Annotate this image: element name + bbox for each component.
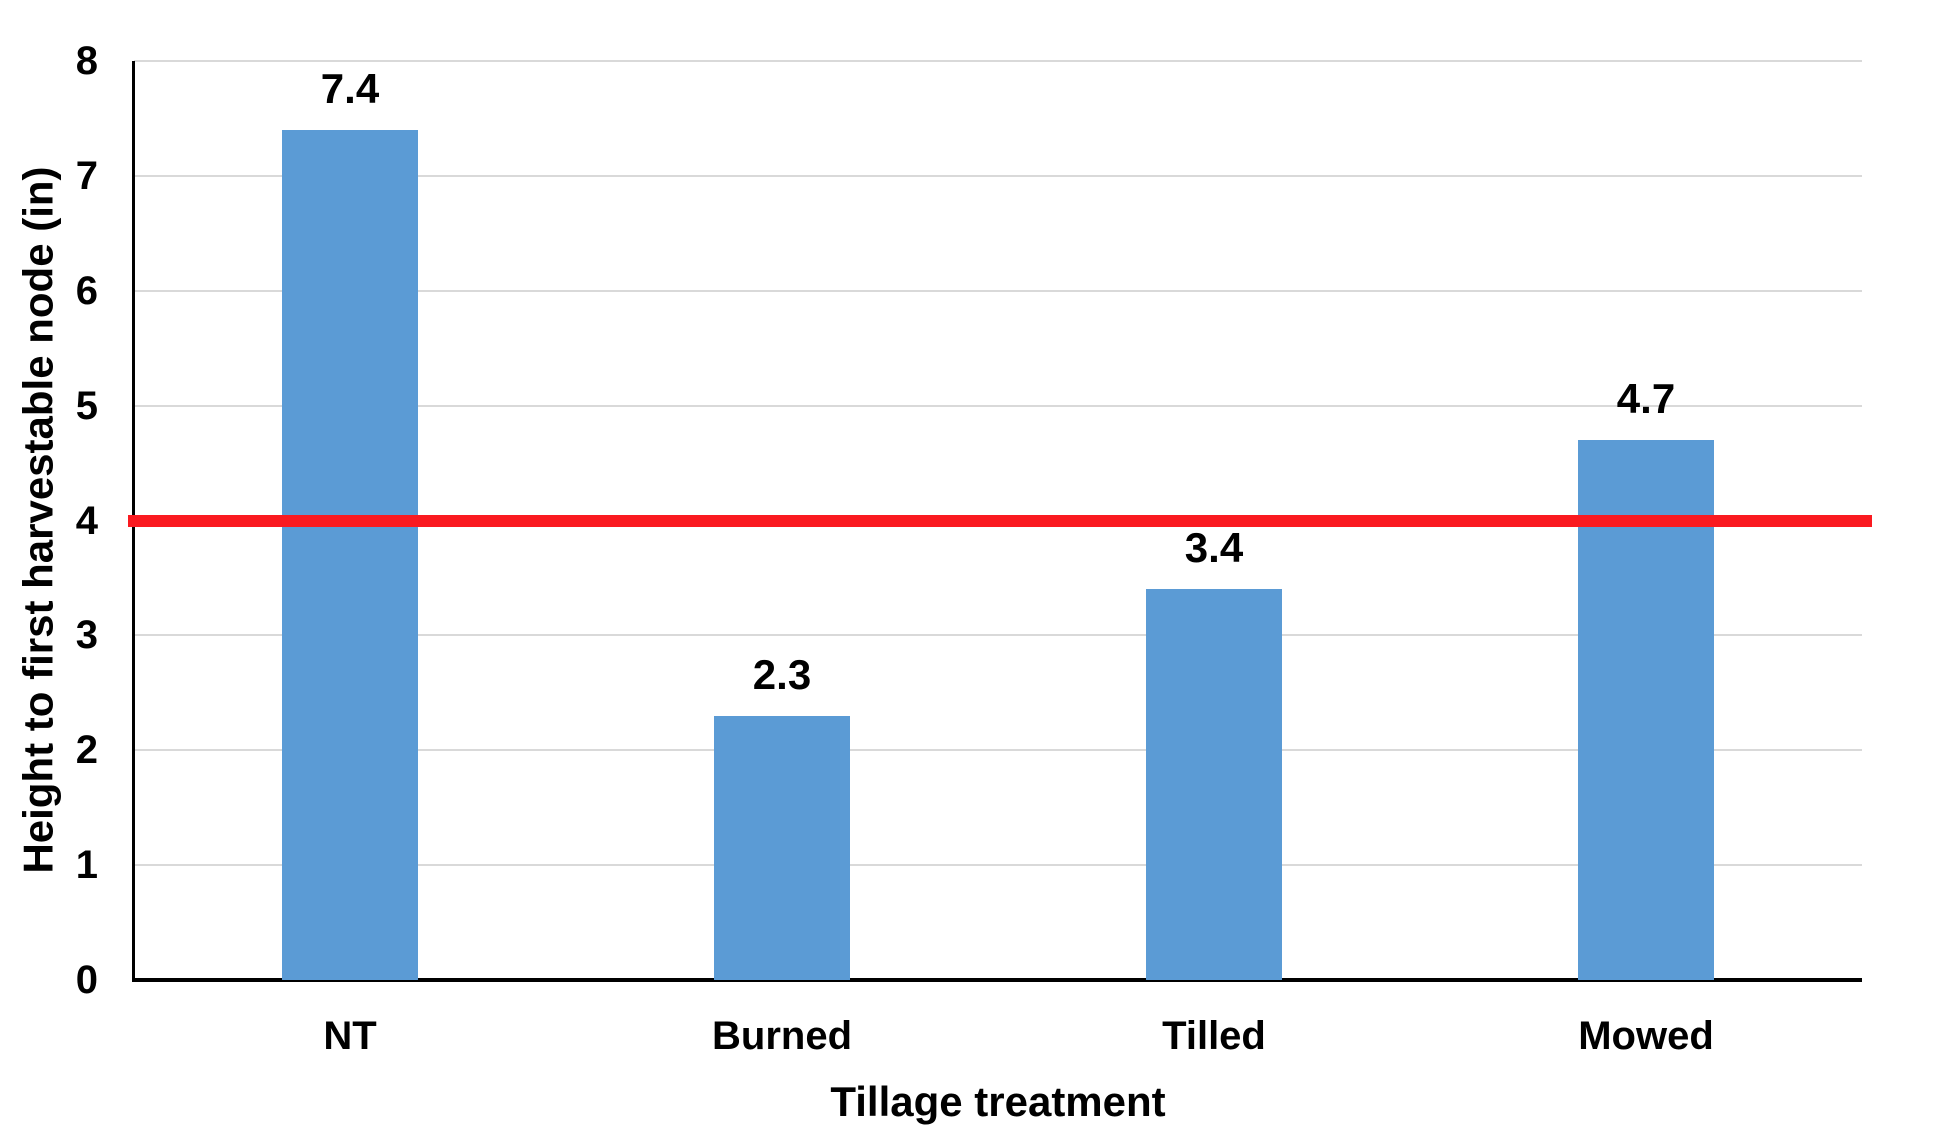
gridline: [134, 864, 1862, 867]
x-axis-line: [132, 978, 1862, 982]
y-tick-label: 1: [75, 843, 98, 888]
category-label: NT: [323, 1014, 377, 1058]
y-tick-label: 5: [75, 383, 98, 428]
bar: [1146, 589, 1282, 980]
y-tick-label: 8: [75, 39, 98, 83]
bar-value-label: 4.7: [1616, 375, 1676, 423]
y-tick-label: 3: [75, 613, 98, 658]
bar: [1578, 440, 1714, 980]
category-label: Mowed: [1578, 1014, 1714, 1058]
x-axis-title: Tillage treatment: [830, 1078, 1166, 1125]
bar-value-label: 7.4: [320, 64, 380, 112]
bar: [282, 129, 418, 980]
reference-line: [128, 514, 1872, 527]
y-tick-label: 0: [75, 958, 98, 1002]
category-label: Tilled: [1162, 1014, 1266, 1058]
gridline: [134, 749, 1862, 752]
bar: [714, 715, 850, 980]
y-tick-label: 7: [75, 153, 98, 198]
y-tick-label: 2: [75, 728, 98, 773]
gridline: [134, 60, 1862, 62]
y-tick-label: 6: [75, 268, 98, 313]
gridline: [134, 289, 1862, 292]
gridline: [134, 634, 1862, 637]
bar-value-label: 2.3: [752, 650, 812, 698]
gridline: [134, 404, 1862, 407]
gridline: [134, 174, 1862, 177]
y-tick-label: 4: [75, 498, 98, 543]
bar-value-label: 3.4: [1184, 524, 1244, 572]
category-label: Burned: [712, 1014, 852, 1058]
